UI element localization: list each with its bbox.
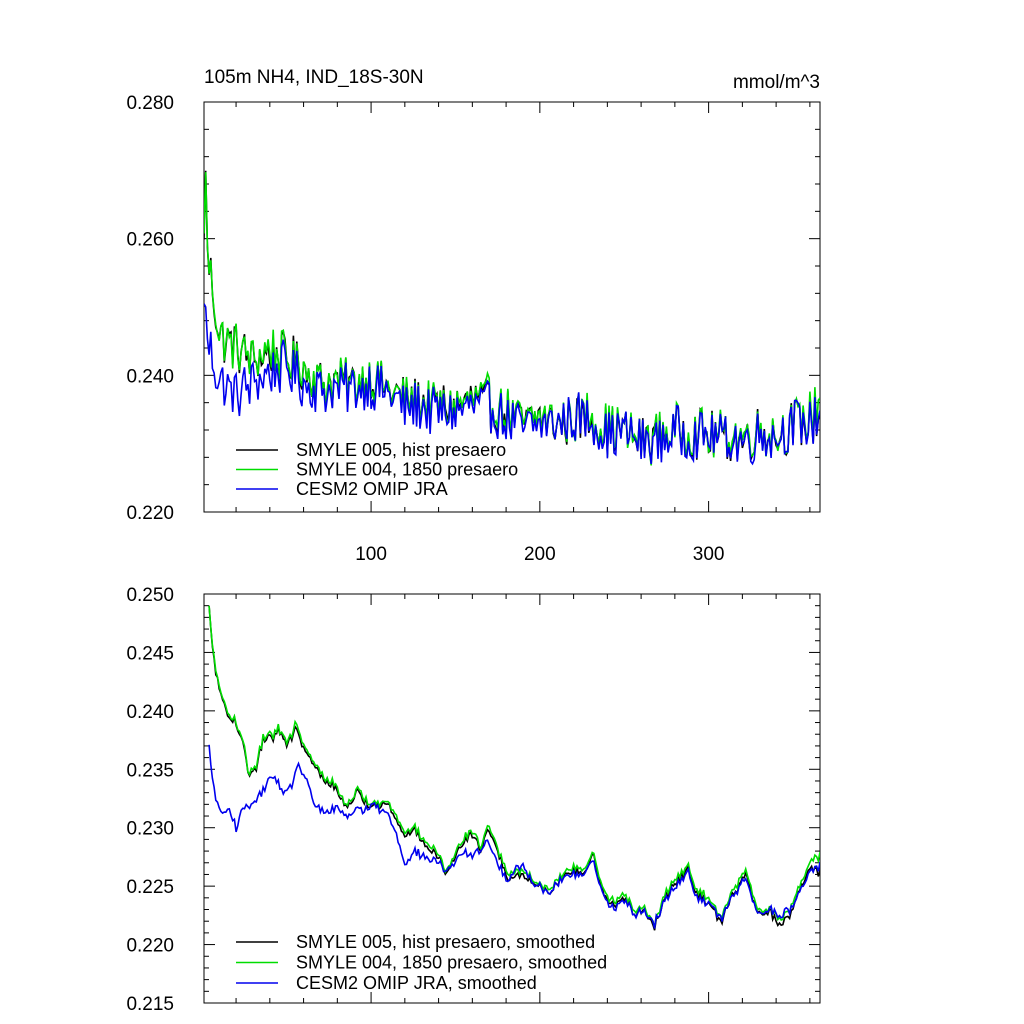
legend-label-2: CESM2 OMIP JRA xyxy=(296,479,448,499)
bottom-panel: 0.215 0.220 0.225 0.230 0.235 0.240 0.245 0.250… xyxy=(126,585,821,1015)
y-tick-label: 0.250 xyxy=(126,585,174,606)
y-tick-label: 0.225 xyxy=(126,877,174,898)
units-label: mmol/m^3 xyxy=(733,72,820,93)
legend-label-1: SMYLE 004, 1850 presaero xyxy=(296,460,518,480)
x-tick-label: 100 xyxy=(355,544,387,565)
top-panel: 0.220 0.240 0.260 0.280 100 200 300 SMYLE 005, … xyxy=(126,93,821,565)
legend-label-0: SMYLE 005, hist presaero, smoothed xyxy=(296,932,595,952)
series-line-2 xyxy=(208,744,820,929)
plot-frame xyxy=(203,101,821,513)
y-tick-label: 0.220 xyxy=(126,936,174,957)
y-tick-label: 0.220 xyxy=(126,503,174,524)
series-line-2 xyxy=(204,303,820,466)
plot-frame xyxy=(203,593,821,1004)
y-tick-label: 0.235 xyxy=(126,760,174,781)
y-tick-label: 0.245 xyxy=(126,643,174,664)
legend-label-1: SMYLE 004, 1850 presaero, smoothed xyxy=(296,953,607,973)
y-tick-label: 0.230 xyxy=(126,819,174,840)
y-tick-label: 0.215 xyxy=(126,994,174,1015)
chart-title: 105m NH4, IND_18S-30N xyxy=(204,67,424,88)
x-tick-label: 300 xyxy=(693,544,725,565)
legend-label-0: SMYLE 005, hist presaero xyxy=(296,440,506,460)
y-tick-label: 0.260 xyxy=(126,230,174,251)
x-tick-label: 200 xyxy=(524,544,556,565)
y-tick-label: 0.240 xyxy=(126,366,174,387)
y-tick-label: 0.240 xyxy=(126,702,174,723)
y-tick-label: 0.280 xyxy=(126,93,174,114)
legend-label-2: CESM2 OMIP JRA, smoothed xyxy=(296,973,537,993)
